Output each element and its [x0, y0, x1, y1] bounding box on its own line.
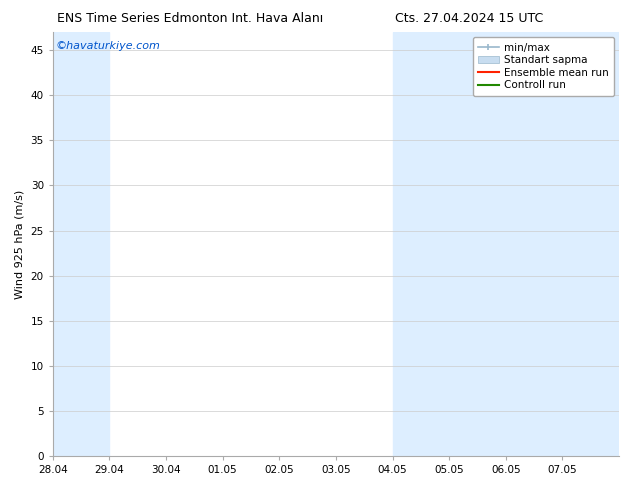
Bar — [506, 32, 562, 456]
Bar — [53, 32, 110, 456]
Y-axis label: Wind 925 hPa (m/s): Wind 925 hPa (m/s) — [15, 190, 25, 299]
Legend: min/max, Standart sapma, Ensemble mean run, Controll run: min/max, Standart sapma, Ensemble mean r… — [472, 37, 614, 96]
Text: ENS Time Series Edmonton Int. Hava Alanı: ENS Time Series Edmonton Int. Hava Alanı — [57, 12, 323, 25]
Text: Cts. 27.04.2024 15 UTC: Cts. 27.04.2024 15 UTC — [395, 12, 543, 25]
Bar — [449, 32, 506, 456]
Bar — [392, 32, 449, 456]
Text: ©havaturkiye.com: ©havaturkiye.com — [56, 41, 160, 50]
Bar — [562, 32, 619, 456]
